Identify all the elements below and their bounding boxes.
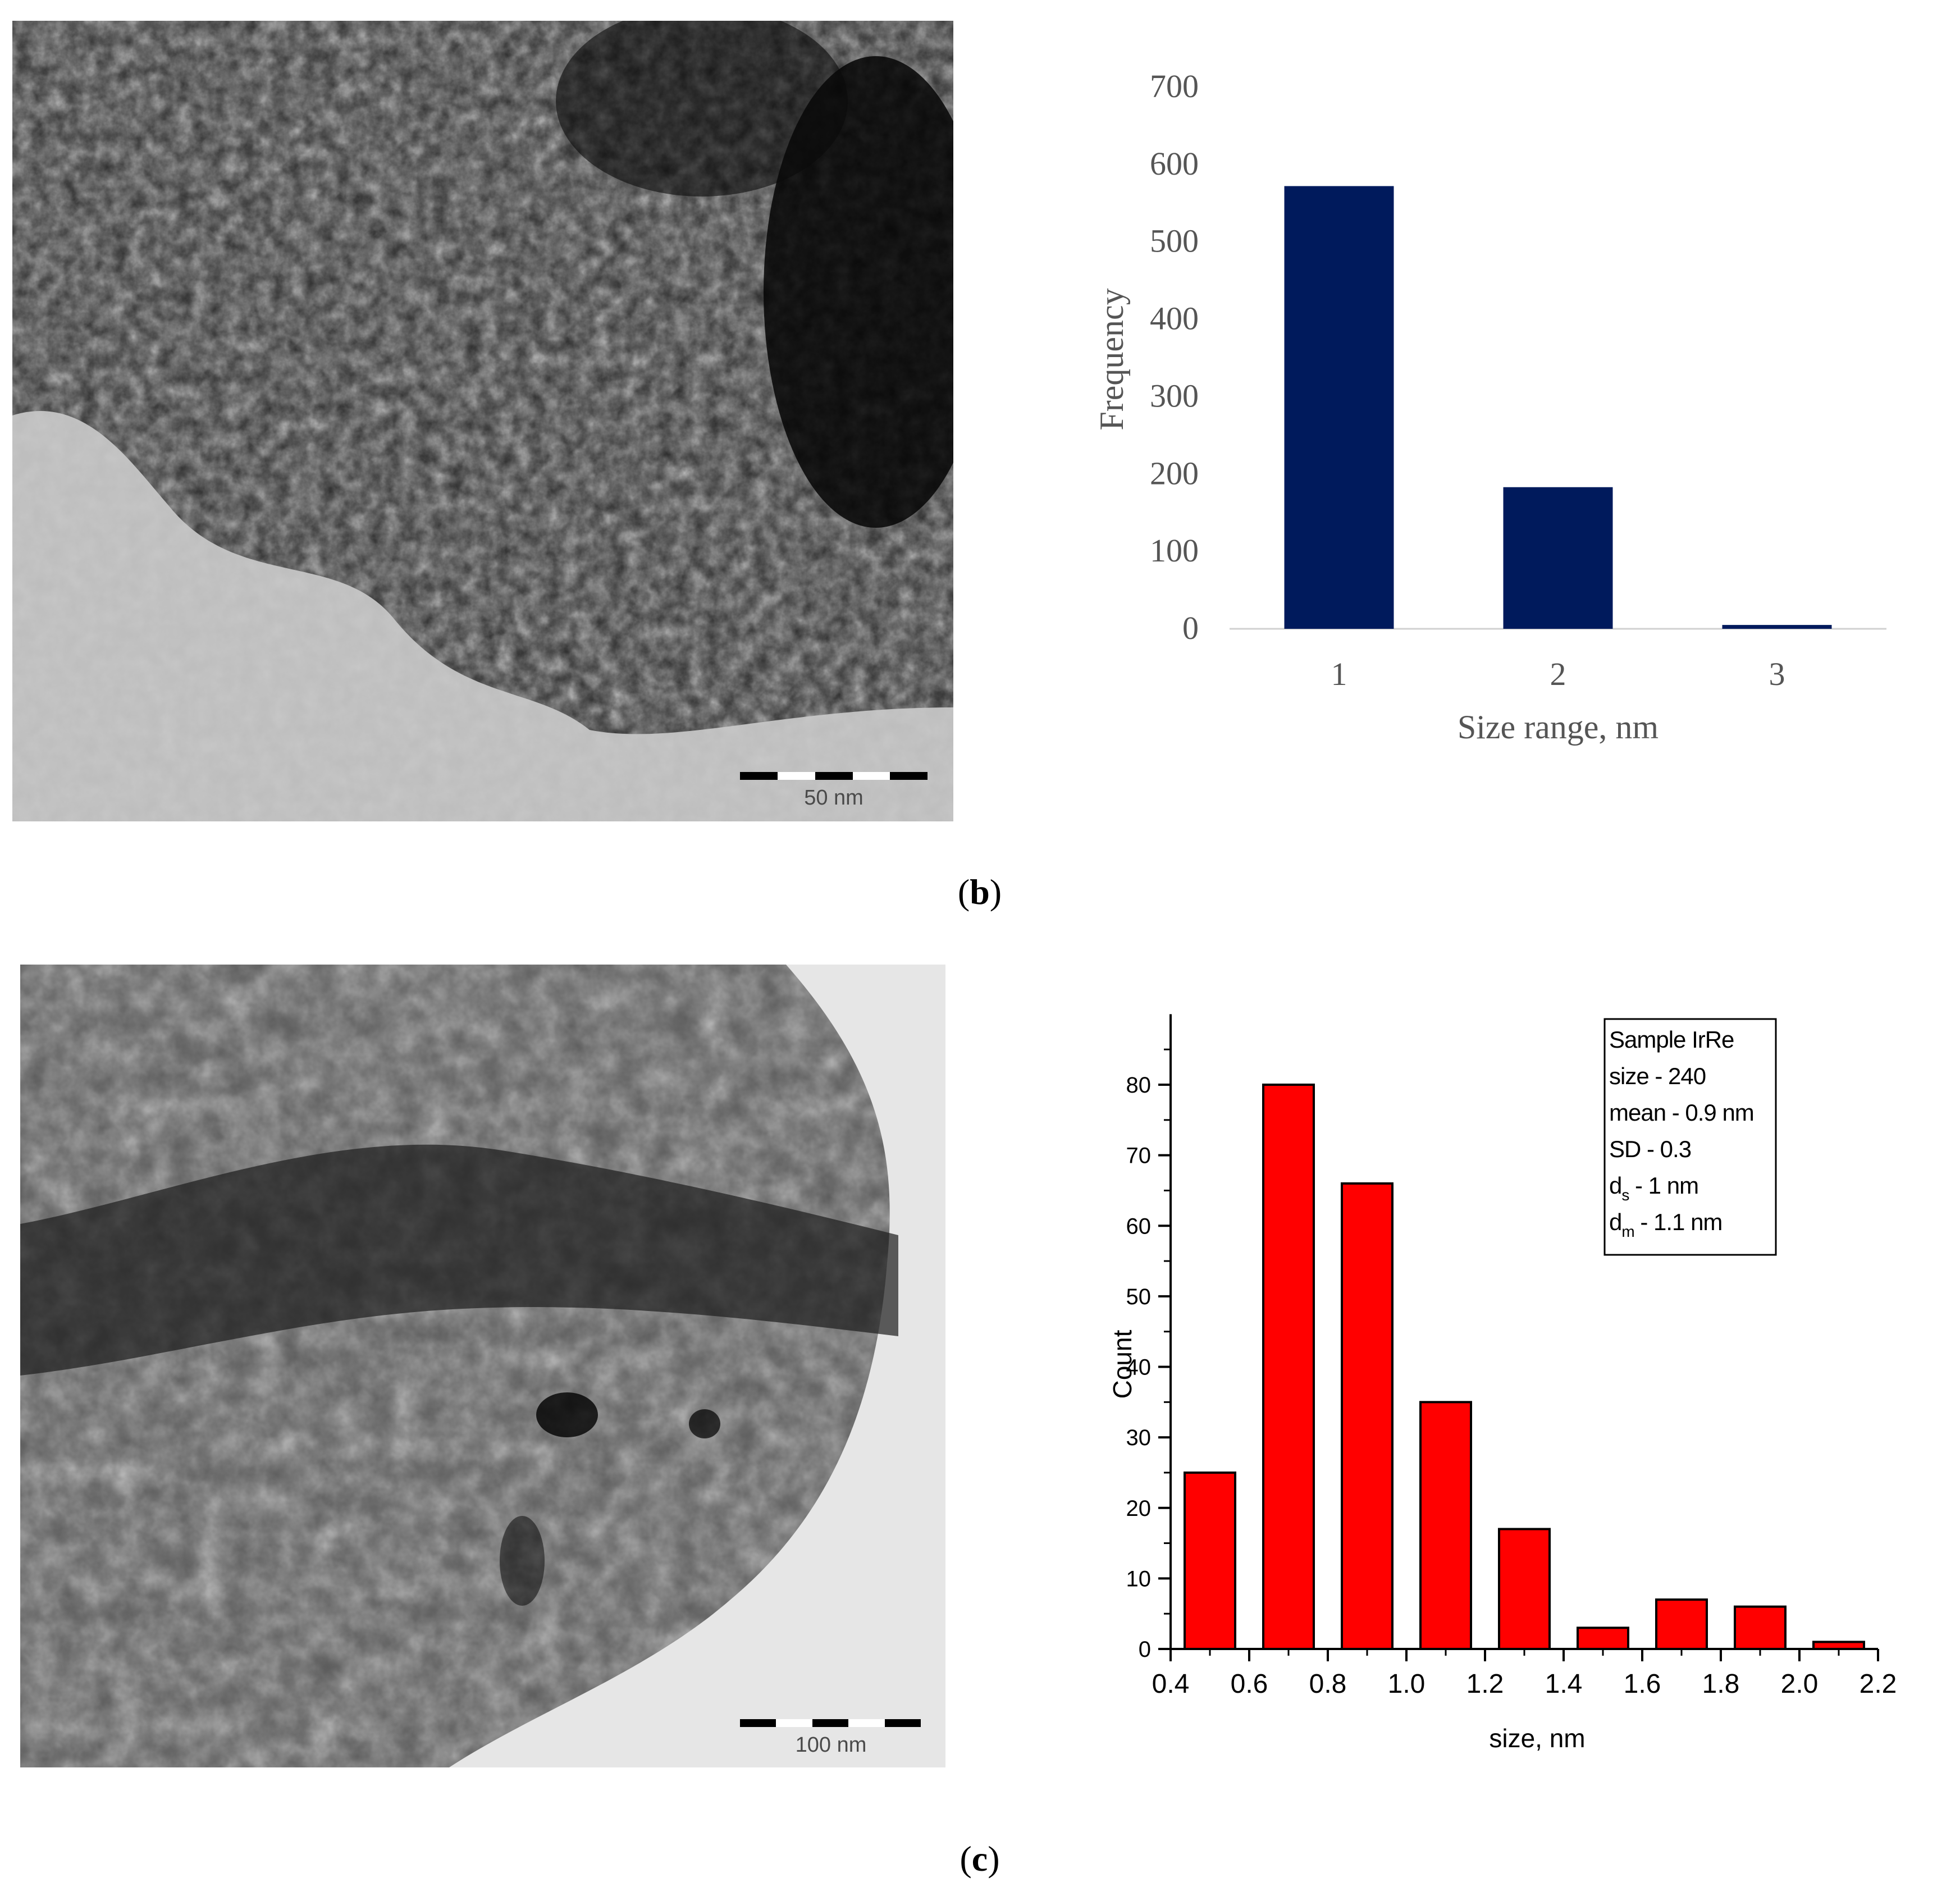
y-tick-label: 50 <box>1126 1285 1152 1309</box>
histogram-bar <box>1655 1598 1708 1650</box>
x-tick-label: 2.2 <box>1860 1669 1897 1699</box>
y-tick-label: 400 <box>1150 300 1199 337</box>
x-tick-label: 0.8 <box>1309 1669 1347 1699</box>
x-tick-label: 1.8 <box>1702 1669 1740 1699</box>
scale-bar-b-label: 50 nm <box>804 786 864 810</box>
legend-line: SD - 0.3 <box>1609 1136 1691 1162</box>
y-tick-label: 0 <box>1139 1637 1151 1662</box>
x-tick-label: 1.6 <box>1624 1669 1661 1699</box>
x-tick-label: 3 <box>1769 656 1785 692</box>
scale-bar-b: 50 nm <box>740 772 928 810</box>
scale-bar-c-label: 100 nm <box>796 1733 867 1757</box>
y-tick-label: 100 <box>1150 532 1199 569</box>
y-axis-label: Count <box>1108 1330 1137 1399</box>
legend-line: mean - 0.9 nm <box>1609 1099 1754 1126</box>
y-tick-label: 40 <box>1126 1355 1152 1380</box>
y-tick-label: 500 <box>1150 223 1199 259</box>
count-histogram: 0 10 20 30 40 50 60 70 80 0.4 0.6 0.8 1.0 1.2 1.4 1.6 1.… <box>1108 1014 1897 1753</box>
legend-frame <box>1603 1018 1777 1256</box>
stats-legend-box: Sample IrRe size - 240 mean - 0.9 nm SD - 0… <box>1603 1018 1777 1256</box>
y-tick-label: 80 <box>1126 1073 1152 1098</box>
scale-bar-c: 100 nm <box>740 1719 921 1757</box>
histogram-bar <box>1341 1182 1394 1650</box>
panel-label-b: (b) <box>958 872 1002 912</box>
legend-line: Sample IrRe <box>1609 1026 1734 1053</box>
x-tick-label: 0.6 <box>1231 1669 1268 1699</box>
x-tick-label: 1.0 <box>1388 1669 1426 1699</box>
y-tick-label: 200 <box>1150 455 1199 491</box>
bar <box>1284 186 1394 629</box>
legend-line: size - 240 <box>1609 1063 1706 1089</box>
x-tick-label: 0.4 <box>1152 1669 1190 1699</box>
bar <box>1722 625 1832 629</box>
y-tick-label: 600 <box>1150 145 1199 182</box>
panel-label-c: (c) <box>960 1839 999 1879</box>
histogram-bar <box>1577 1627 1629 1650</box>
legend-line: dm - 1.1 nm <box>1609 1209 1722 1240</box>
histogram-bar <box>1184 1471 1236 1650</box>
y-tick-label: 70 <box>1126 1144 1152 1168</box>
y-tick-label: 700 <box>1150 68 1199 104</box>
y-tick-label: 10 <box>1126 1566 1152 1591</box>
x-tick-label: 1.4 <box>1545 1669 1583 1699</box>
histogram-bar <box>1262 1084 1315 1650</box>
x-tick-label: 2.0 <box>1781 1669 1819 1699</box>
y-tick-label: 30 <box>1126 1426 1152 1450</box>
y-tick-label: 0 <box>1182 610 1199 646</box>
x-tick-label: 1 <box>1331 656 1347 692</box>
x-tick-label: 1.2 <box>1466 1669 1504 1699</box>
y-axis-label: Frequency <box>1093 288 1130 430</box>
histogram-bar <box>1419 1401 1472 1650</box>
histogram-bar <box>1498 1528 1551 1650</box>
micrograph-b <box>12 21 953 821</box>
micrograph-c <box>20 965 945 1767</box>
bar <box>1503 487 1613 629</box>
y-tick-label: 20 <box>1126 1496 1152 1521</box>
histogram-bar <box>1734 1605 1787 1650</box>
y-tick-label: 300 <box>1150 377 1199 414</box>
x-axis-label: Size range, nm <box>1458 709 1659 746</box>
x-axis-label: size, nm <box>1489 1724 1585 1753</box>
y-tick-label: 60 <box>1126 1214 1152 1239</box>
legend-line: ds - 1 nm <box>1609 1172 1698 1204</box>
x-tick-label: 2 <box>1550 656 1566 692</box>
frequency-bar-chart: 0 100 200 300 400 500 600 700 1 2 3 Size range, nm F… <box>1093 68 1886 746</box>
